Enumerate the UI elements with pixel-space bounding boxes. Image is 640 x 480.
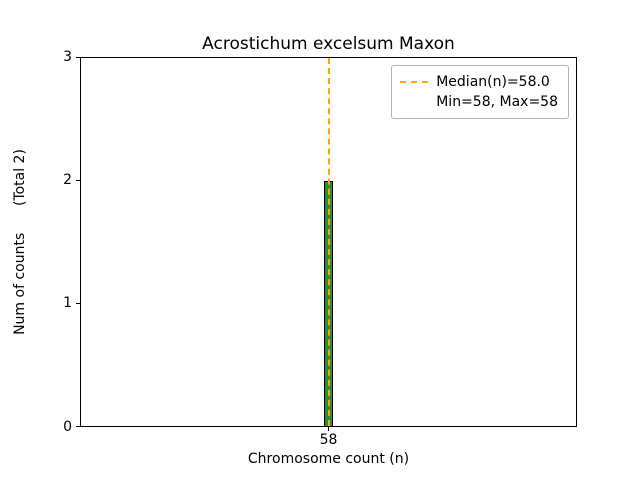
legend-entry-median: Median(n)=58.0 — [436, 74, 550, 90]
y-tick-mark-2 — [76, 180, 80, 181]
y-tick-label-1: 1 — [63, 295, 72, 311]
legend: Median(n)=58.0 Min=58, Max=58 — [391, 65, 569, 119]
x-tick-label-58: 58 — [319, 432, 338, 448]
median-dashed-line-icon — [400, 81, 429, 83]
y-tick-mark-3 — [76, 57, 80, 58]
y-tick-label-2: 2 — [63, 172, 72, 188]
legend-entry-minmax: Min=58, Max=58 — [436, 94, 558, 110]
y-tick-label-0: 0 — [63, 419, 72, 435]
chart-title: Acrostichum excelsum Maxon — [202, 34, 455, 54]
y-axis-label: Num of counts (Total 2) — [12, 149, 28, 335]
x-tick-mark-58 — [328, 427, 329, 431]
median-line — [327, 58, 330, 426]
plot-area: Median(n)=58.0 Min=58, Max=58 — [80, 57, 577, 427]
y-tick-mark-0 — [76, 426, 80, 427]
y-tick-mark-1 — [76, 303, 80, 304]
y-tick-label-3: 3 — [63, 49, 72, 65]
legend-row-median: Median(n)=58.0 — [400, 72, 558, 92]
legend-row-minmax: Min=58, Max=58 — [400, 92, 558, 112]
x-axis-label: Chromosome count (n) — [247, 451, 410, 467]
